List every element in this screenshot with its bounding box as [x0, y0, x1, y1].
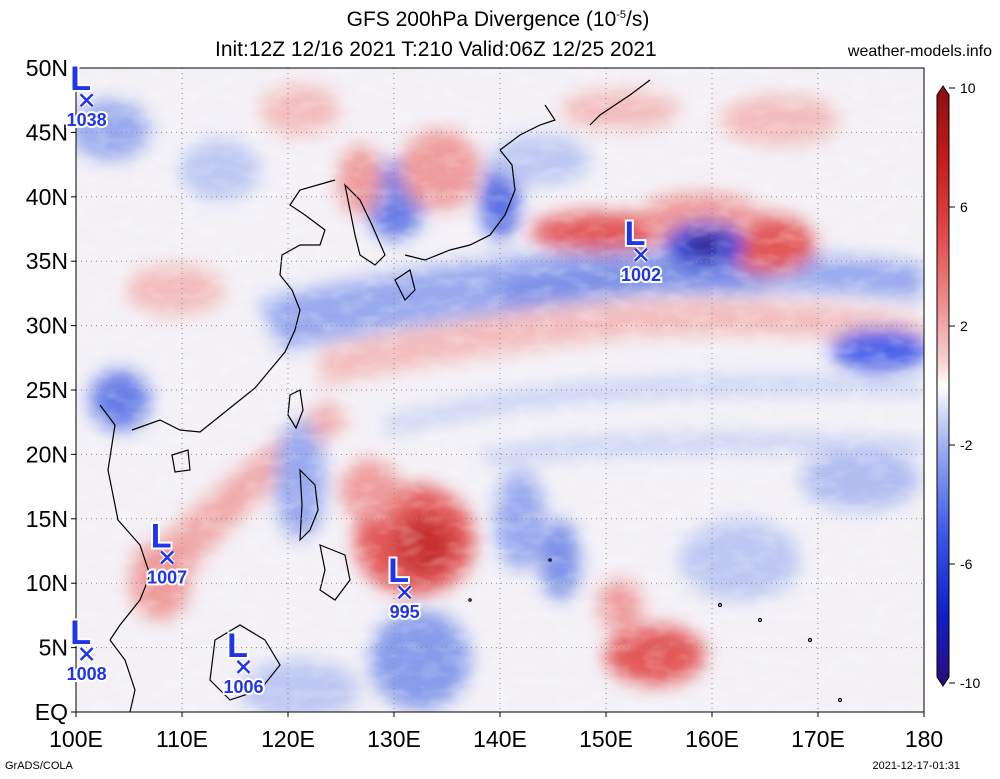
low-symbol: L: [227, 627, 248, 665]
map-title: GFS 200hPa Divergence (10-5/s): [346, 8, 650, 31]
low-symbol-halo: L: [70, 60, 91, 98]
lon-tick-label: 120E: [261, 726, 315, 752]
low-symbol-halo: L: [70, 614, 91, 652]
low-symbol-halo: L: [388, 552, 409, 590]
footer-timestamp: 2021-12-17-01:31: [872, 760, 960, 772]
low-pressure-halo: 995: [390, 602, 420, 622]
low-symbol: L: [70, 614, 91, 652]
low-symbol-halo: L: [227, 627, 248, 665]
low-pressure-halo: 1002: [621, 265, 661, 285]
low-center-mark: [160, 550, 175, 565]
lat-tick-label: 35N: [26, 248, 68, 274]
colorbar-tick-label: 10: [960, 80, 976, 96]
latitude-axis: EQ 5N 10N 15N 20N 25N 30N 35N 40N 45N 50N: [26, 55, 76, 725]
low-center-mark: [79, 647, 94, 661]
longitude-axis: 100E 110E 120E 130E 140E 150E 160E 170E 180: [49, 712, 943, 752]
lat-tick-label: 15N: [26, 506, 68, 532]
colorbar-tick-label: -10: [960, 675, 980, 691]
lat-tick-label: 40N: [26, 184, 68, 210]
colorbar-tick-label: 2: [960, 318, 968, 334]
low-center-mark: [236, 660, 251, 674]
lon-tick-label: 100E: [49, 726, 103, 752]
coastlines: [99, 79, 843, 712]
low-center-mark: [79, 93, 94, 108]
low-symbol: L: [151, 517, 172, 555]
map-subtitle: Init:12Z 12/16 2021 T:210 Valid:06Z 12/2…: [215, 38, 657, 61]
low-pressure-halo: 1038: [67, 110, 107, 130]
low-symbol: L: [70, 60, 91, 98]
low-pressure-value: 1002: [621, 265, 661, 285]
low-symbol-halo: L: [625, 215, 646, 253]
low-pressure-value: 1038: [67, 110, 107, 130]
colorbar-tick-label: -2: [960, 437, 973, 453]
footer-software: GrADS/COLA: [5, 760, 73, 772]
lon-tick-label: 170E: [791, 726, 845, 752]
low-pressure-halo: 1007: [147, 567, 187, 587]
low-pressure-halo: 1006: [223, 677, 263, 697]
low-symbol-halo: L: [151, 517, 172, 555]
colorbar: 10 6 2 -2 -6 -10: [936, 80, 980, 691]
colorbar-tick-label: -6: [960, 556, 973, 572]
low-symbol: L: [625, 215, 646, 253]
lon-tick-label: 150E: [579, 726, 633, 752]
lat-tick-label: 5N: [39, 635, 68, 661]
lat-tick-label: 30N: [26, 313, 68, 339]
low-center-mark: [397, 585, 412, 600]
source-credit: weather-models.info: [847, 43, 992, 60]
lat-tick-label: 25N: [26, 377, 68, 403]
lon-tick-label: 130E: [367, 726, 421, 752]
low-pressure-value: 1007: [147, 567, 187, 587]
lon-tick-label: 110E: [156, 726, 208, 752]
low-pressure-halo: 1008: [67, 664, 107, 684]
lon-tick-label: 180: [905, 726, 943, 752]
low-center-mark: [634, 247, 648, 262]
low-symbol: L: [388, 552, 409, 590]
low-pressure-value: 1008: [67, 664, 107, 684]
low-pressure-value: 995: [390, 602, 420, 622]
lat-tick-label: 20N: [26, 441, 68, 467]
lon-tick-label: 160E: [685, 726, 739, 752]
low-pressure-value: 1006: [223, 677, 263, 697]
colorbar-tick-label: 6: [960, 199, 968, 215]
lon-tick-label: 140E: [473, 726, 527, 752]
lat-tick-label: 50N: [26, 55, 68, 81]
divergence-field: [76, 68, 924, 712]
lat-tick-label: 45N: [26, 119, 68, 145]
lat-tick-label: 10N: [26, 570, 68, 596]
lat-tick-label: EQ: [35, 699, 68, 725]
